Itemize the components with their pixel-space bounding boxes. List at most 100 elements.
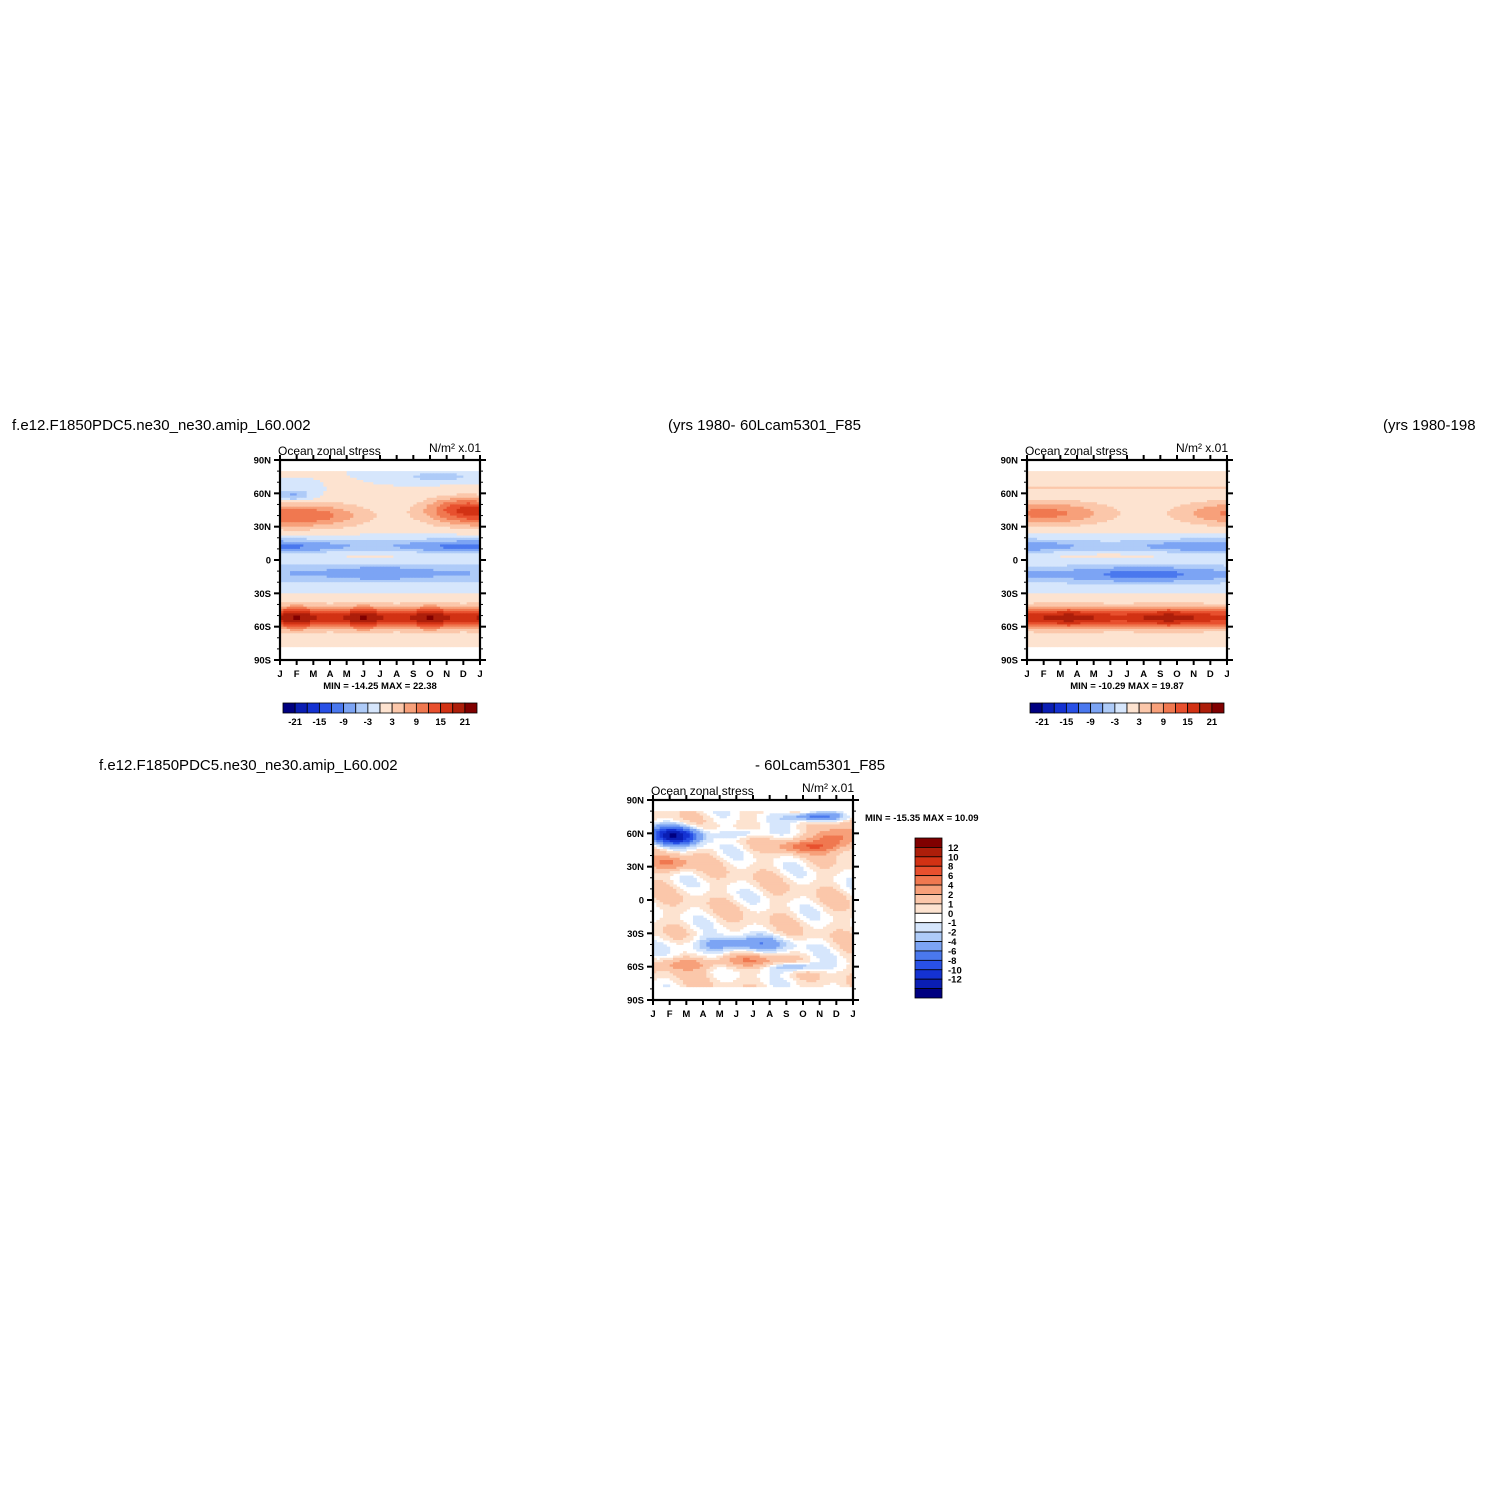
heatmap-cell <box>423 484 428 488</box>
heatmap-cell <box>323 644 328 648</box>
heatmap-cell <box>293 533 298 537</box>
heatmap-cell <box>380 537 384 541</box>
heatmap-cell <box>460 571 464 574</box>
heatmap-cell <box>410 600 414 603</box>
heatmap-cell <box>330 582 334 585</box>
heatmap-cell <box>313 528 318 532</box>
x-tick-label: F <box>294 669 300 680</box>
heatmap-cell <box>403 486 408 490</box>
heatmap-cell <box>403 613 408 617</box>
heatmap-cell <box>343 488 348 492</box>
heatmap-cell <box>413 526 418 530</box>
heatmap-cell <box>473 591 478 594</box>
heatmap-cell <box>440 513 444 517</box>
heatmap-cell <box>283 575 288 579</box>
heatmap-cell <box>343 568 348 572</box>
heatmap-cell <box>430 573 434 577</box>
heatmap-cell <box>440 531 444 534</box>
heatmap-cell <box>476 533 481 537</box>
heatmap-cell <box>366 564 371 568</box>
heatmap-cell <box>303 533 308 537</box>
heatmap-cell <box>303 553 308 557</box>
heatmap-cell <box>423 644 428 648</box>
heatmap-cell <box>376 606 381 610</box>
heatmap-cell <box>406 524 411 528</box>
heatmap-cell <box>343 515 348 519</box>
heatmap-cell <box>296 542 301 545</box>
heatmap-cell <box>476 473 481 477</box>
heatmap-cell <box>333 542 338 545</box>
heatmap-cell <box>456 493 461 497</box>
heatmap-cell <box>383 608 388 612</box>
heatmap-cell <box>330 500 334 503</box>
heatmap-cell <box>326 508 331 512</box>
heatmap-cell <box>476 557 481 561</box>
heatmap-cell <box>446 495 451 499</box>
heatmap-cell <box>396 568 401 572</box>
heatmap-cell <box>413 608 418 612</box>
heatmap-cell <box>436 580 441 583</box>
heatmap-cell <box>463 540 468 543</box>
heatmap-cell <box>310 540 314 543</box>
heatmap-cell <box>446 511 451 514</box>
heatmap-cell <box>476 495 481 499</box>
heatmap-cell <box>310 577 314 581</box>
heatmap-cell <box>353 593 358 597</box>
heatmap-cell <box>410 615 414 619</box>
heatmap-cell <box>303 488 308 492</box>
heatmap-cell <box>326 540 331 543</box>
heatmap-cell <box>300 524 304 528</box>
heatmap-cell <box>346 506 351 510</box>
heatmap-cell <box>300 517 304 521</box>
heatmap-cell <box>433 493 438 497</box>
heatmap-cell <box>386 495 391 499</box>
heatmap-cell <box>293 495 298 499</box>
heatmap-cell <box>383 557 388 561</box>
heatmap-cell <box>330 488 334 492</box>
heatmap-cell <box>303 593 308 597</box>
heatmap-cell <box>296 544 301 548</box>
heatmap-cell <box>376 542 381 545</box>
heatmap-cell <box>330 502 334 505</box>
heatmap-cell <box>466 613 471 617</box>
heatmap-cell <box>460 544 464 548</box>
heatmap-cell <box>320 602 324 605</box>
heatmap-cell <box>306 495 311 499</box>
heatmap-cell <box>306 511 311 514</box>
heatmap-cell <box>466 573 471 577</box>
heatmap-cell <box>440 546 444 550</box>
heatmap-cell <box>386 504 391 508</box>
heatmap-cell <box>340 586 344 590</box>
heatmap-cell <box>343 546 348 550</box>
heatmap-cell <box>316 537 321 541</box>
heatmap-cell <box>293 491 298 494</box>
heatmap-cell <box>433 480 438 483</box>
heatmap-cell <box>370 508 374 512</box>
heatmap-cell <box>290 595 294 599</box>
heatmap-cell <box>400 511 404 514</box>
heatmap-cell <box>443 522 448 525</box>
heatmap-cell <box>296 511 301 514</box>
heatmap-cell <box>313 608 318 612</box>
heatmap-cell <box>396 488 401 492</box>
heatmap-cell <box>463 566 468 570</box>
heatmap-cell <box>476 551 481 554</box>
heatmap-cell <box>316 513 321 517</box>
heatmap-cell <box>373 580 378 583</box>
heatmap-cell <box>453 571 458 574</box>
heatmap-cell <box>403 522 408 525</box>
heatmap-cell <box>360 546 364 550</box>
heatmap-cell <box>406 595 411 599</box>
heatmap-cell <box>456 551 461 554</box>
heatmap-cell <box>476 486 481 490</box>
heatmap-cell <box>413 584 418 588</box>
heatmap-cell <box>430 535 434 539</box>
heatmap-cell <box>320 580 324 583</box>
heatmap-cell <box>450 517 454 521</box>
heatmap-cell <box>416 531 421 534</box>
heatmap-cell <box>406 504 411 508</box>
heatmap-cell <box>453 566 458 570</box>
heatmap-cell <box>343 571 348 574</box>
heatmap-cell <box>380 584 384 588</box>
heatmap-cell <box>476 540 481 543</box>
